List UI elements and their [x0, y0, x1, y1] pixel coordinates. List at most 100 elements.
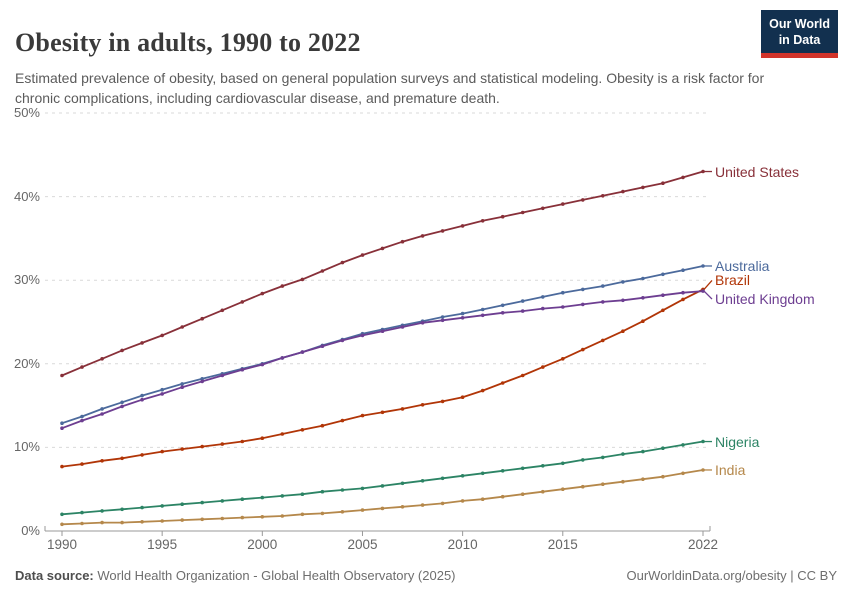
data-point-marker — [300, 277, 305, 282]
license-note[interactable]: OurWorldinData.org/obesity | CC BY — [626, 568, 838, 583]
series-label-brazil[interactable]: Brazil — [715, 272, 751, 289]
data-point-marker — [260, 515, 265, 519]
data-point-marker — [581, 198, 585, 202]
series-label-united-kingdom[interactable]: United Kingdom — [715, 291, 815, 308]
data-point-marker — [581, 484, 585, 489]
data-point-marker — [300, 350, 305, 354]
data-point-marker — [320, 344, 325, 349]
data-point-marker — [621, 329, 625, 334]
series-line-united-kingdom[interactable] — [60, 289, 713, 431]
data-point-marker — [480, 388, 485, 393]
data-point-marker — [160, 449, 164, 454]
data-point-marker — [340, 260, 345, 265]
data-point-marker — [360, 253, 365, 257]
data-point-marker — [701, 264, 705, 268]
x-axis-tick-label: 2005 — [347, 537, 378, 552]
data-point-marker — [240, 300, 245, 304]
data-point-marker — [561, 290, 565, 295]
series-line-nigeria[interactable] — [60, 439, 712, 517]
line-path — [61, 290, 704, 430]
data-point-marker — [160, 387, 164, 392]
data-point-marker — [220, 499, 225, 503]
line-path — [61, 288, 704, 468]
data-point-marker — [621, 189, 625, 194]
series-line-united-states[interactable] — [60, 169, 712, 378]
data-point-marker — [220, 516, 225, 521]
series-line-brazil[interactable] — [60, 279, 713, 469]
data-point-marker — [480, 497, 485, 502]
data-point-marker — [380, 506, 385, 511]
data-point-marker — [621, 452, 625, 456]
data-point-marker — [400, 481, 405, 486]
data-point-marker — [140, 520, 144, 524]
data-point-marker — [340, 488, 345, 492]
data-point-marker — [60, 464, 64, 469]
series-label-nigeria[interactable]: Nigeria — [715, 433, 760, 450]
series-line-australia[interactable] — [60, 264, 712, 426]
data-point-marker — [460, 311, 465, 316]
data-point-marker — [380, 329, 385, 334]
data-point-marker — [180, 447, 184, 451]
data-point-marker — [380, 246, 385, 251]
data-point-marker — [661, 272, 665, 277]
data-point-marker — [240, 515, 245, 520]
data-point-marker — [601, 284, 605, 288]
data-point-marker — [300, 492, 305, 497]
series-line-india[interactable] — [60, 468, 712, 527]
data-point-marker — [360, 333, 365, 338]
data-point-marker — [641, 449, 645, 454]
data-point-marker — [300, 428, 305, 432]
data-point-marker — [80, 521, 84, 526]
data-point-marker — [701, 439, 705, 444]
data-point-marker — [500, 494, 505, 499]
data-point-marker — [621, 479, 625, 484]
data-point-marker — [140, 505, 144, 510]
data-point-marker — [100, 520, 104, 525]
data-point-marker — [240, 497, 245, 502]
data-point-marker — [260, 436, 265, 441]
data-point-marker — [60, 426, 64, 431]
data-point-marker — [380, 484, 385, 488]
data-point-marker — [260, 291, 265, 296]
data-point-marker — [120, 456, 124, 461]
data-point-marker — [420, 234, 425, 238]
data-point-marker — [520, 492, 525, 497]
data-point-marker — [280, 494, 285, 498]
data-point-marker — [500, 311, 505, 315]
series-label-india[interactable]: India — [715, 461, 746, 478]
data-point-marker — [681, 471, 685, 476]
data-point-marker — [561, 487, 565, 492]
data-point-marker — [641, 477, 645, 482]
data-point-marker — [460, 395, 465, 400]
data-point-marker — [541, 489, 545, 494]
data-point-marker — [220, 308, 225, 313]
data-point-marker — [160, 392, 164, 396]
data-source-text: World Health Organization - Global Healt… — [93, 568, 456, 583]
data-source-note: Data source: World Health Organization -… — [15, 568, 456, 583]
data-point-marker — [160, 504, 164, 508]
x-axis-tick-label: 2022 — [687, 537, 719, 552]
data-point-marker — [160, 519, 164, 523]
data-point-marker — [180, 382, 184, 386]
data-point-marker — [120, 400, 124, 405]
x-axis-tick-label: 2010 — [447, 537, 478, 552]
data-point-marker — [60, 421, 64, 426]
data-point-marker — [460, 474, 465, 478]
owid-logo[interactable]: Our World in Data — [761, 10, 838, 58]
data-point-marker — [500, 303, 505, 308]
data-point-marker — [701, 468, 705, 472]
data-point-marker — [520, 309, 525, 313]
data-point-marker — [520, 299, 525, 303]
series-label-australia[interactable]: Australia — [715, 257, 770, 274]
data-point-marker — [200, 316, 204, 321]
data-point-marker — [601, 338, 605, 343]
series-label-united-states[interactable]: United States — [715, 163, 800, 180]
owid-logo-line1: Our World — [769, 17, 830, 31]
y-axis-tick-label: 50% — [13, 105, 40, 120]
data-point-marker — [80, 418, 84, 423]
data-point-marker — [601, 482, 605, 487]
data-point-marker — [400, 325, 405, 329]
data-point-marker — [541, 365, 545, 369]
data-point-marker — [180, 502, 184, 507]
